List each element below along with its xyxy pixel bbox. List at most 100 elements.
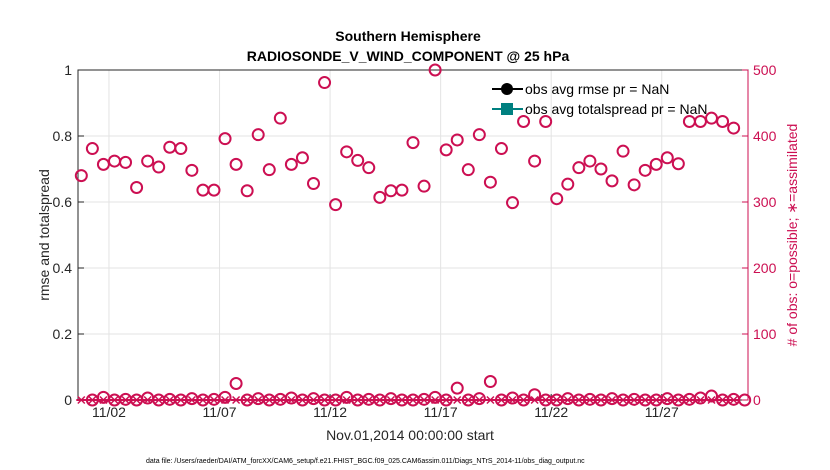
y-tick-label: 0.8	[53, 128, 73, 144]
assimilated-obs-marker	[264, 395, 275, 405]
possible-obs-marker	[306, 392, 320, 406]
plot-frame	[77, 69, 749, 401]
y-tick-label: 0.2	[53, 326, 73, 342]
marker-stroke	[707, 395, 716, 405]
possible-obs-marker	[295, 151, 309, 165]
assimilated-obs-marker	[485, 395, 496, 405]
assimilated-obs-marker	[186, 395, 197, 405]
assimilated-obs-marker	[518, 395, 529, 405]
possible-obs-marker	[163, 140, 177, 154]
assimilated-obs-marker	[629, 395, 640, 405]
assimilated-obs-marker	[562, 395, 573, 405]
x-axis-label: Nov.01,2014 00:00:00 start	[326, 427, 494, 443]
legend-rmse-marker	[501, 83, 513, 95]
possible-obs-marker	[506, 391, 520, 405]
marker-stroke	[552, 395, 561, 405]
data-file-footer: data file: /Users/raeder/DAI/ATM_forcXX/…	[146, 458, 585, 465]
assimilated-obs-marker	[408, 395, 418, 405]
marker-stroke	[519, 395, 528, 405]
marker-stroke	[232, 395, 241, 405]
possible-obs-marker	[660, 151, 674, 165]
possible-obs-marker	[550, 192, 564, 206]
possible-obs-marker	[572, 161, 586, 175]
y-axis-label: rmse and totalspread	[36, 169, 52, 301]
possible-obs-marker	[483, 175, 497, 189]
possible-obs-marker	[74, 169, 88, 183]
assimilated-obs-marker	[76, 395, 87, 405]
possible-obs-marker	[417, 179, 431, 193]
possible-obs-marker	[362, 161, 376, 175]
marker-stroke	[641, 395, 650, 405]
y2-tick-label: 100	[753, 326, 777, 342]
possible-obs-marker	[251, 128, 265, 142]
marker-stroke	[265, 395, 274, 405]
assimilated-obs-marker	[120, 395, 131, 405]
assimilated-obs-marker	[496, 395, 507, 405]
assimilated-obs-marker	[595, 395, 606, 405]
possible-obs-marker	[439, 393, 453, 407]
y-tick-label: 0	[64, 392, 72, 408]
marker-stroke	[198, 395, 207, 405]
possible-obs-marker	[693, 391, 707, 405]
possible-obs-marker	[716, 114, 730, 128]
possible-obs-marker	[517, 393, 531, 407]
possible-obs-marker	[306, 177, 320, 191]
marker-stroke	[596, 395, 605, 405]
x-tick-label: 11/02	[92, 404, 126, 420]
possible-obs-marker	[284, 391, 298, 405]
marker-stroke	[685, 395, 694, 405]
marker-stroke	[110, 395, 119, 405]
possible-obs-marker	[406, 136, 420, 150]
marker-stroke	[176, 395, 185, 405]
assimilated-obs-marker	[419, 395, 430, 405]
assimilated-obs-marker	[164, 395, 175, 405]
y2-tick-label: 400	[753, 128, 777, 144]
possible-obs-marker	[141, 154, 155, 168]
possible-obs-marker	[174, 142, 188, 156]
marker-stroke	[408, 395, 418, 405]
chart-title: Southern Hemisphere	[335, 28, 481, 44]
possible-obs-marker	[284, 157, 298, 171]
x-tick-label: 11/27	[645, 404, 679, 420]
possible-obs-marker	[483, 375, 497, 389]
assimilated-obs-marker	[396, 395, 407, 405]
assimilated-obs-marker	[131, 395, 142, 405]
assimilated-obs-marker	[208, 395, 219, 405]
marker-stroke	[619, 395, 628, 405]
x-tick-label: 11/17	[424, 404, 458, 420]
marker-stroke	[375, 395, 384, 405]
assimilated-obs-marker	[330, 395, 341, 405]
possible-obs-marker	[152, 160, 166, 174]
marker-stroke	[420, 395, 429, 405]
possible-obs-marker	[251, 392, 265, 406]
y2-tick-label: 500	[753, 62, 777, 78]
possible-obs-marker	[528, 154, 542, 168]
chart-subtitle: RADIOSONDE_V_WIND_COMPONENT @ 25 hPa	[247, 48, 570, 64]
x-tick-label: 11/07	[203, 404, 237, 420]
marker-stroke	[364, 395, 373, 405]
assimilated-obs-marker	[374, 395, 385, 405]
assimilated-obs-marker	[684, 395, 695, 405]
possible-obs-marker	[660, 392, 674, 406]
possible-obs-marker	[428, 390, 442, 404]
assimilated-obs-marker	[175, 395, 186, 405]
possible-obs-marker	[329, 198, 343, 212]
assimilated-obs-marker	[673, 395, 684, 405]
marker-stroke	[607, 395, 617, 405]
y2-axis-label: # of obs: o=possible; ∗=assimilated	[784, 124, 800, 347]
assimilated-obs-marker	[87, 395, 98, 405]
marker-stroke	[386, 395, 395, 405]
assimilated-obs-marker	[640, 395, 651, 405]
assimilated-obs-marker	[385, 395, 396, 405]
x-tick-label: 11/22	[534, 404, 568, 420]
marker-stroke	[254, 395, 263, 405]
possible-obs-marker	[185, 163, 199, 177]
marker-stroke	[320, 395, 329, 405]
marker-stroke	[585, 395, 594, 405]
assimilated-obs-marker	[662, 395, 673, 405]
possible-obs-marker	[185, 392, 199, 406]
marker-stroke	[243, 395, 252, 405]
marker-stroke	[154, 395, 163, 405]
possible-obs-marker	[141, 391, 155, 405]
possible-obs-marker	[528, 388, 542, 402]
